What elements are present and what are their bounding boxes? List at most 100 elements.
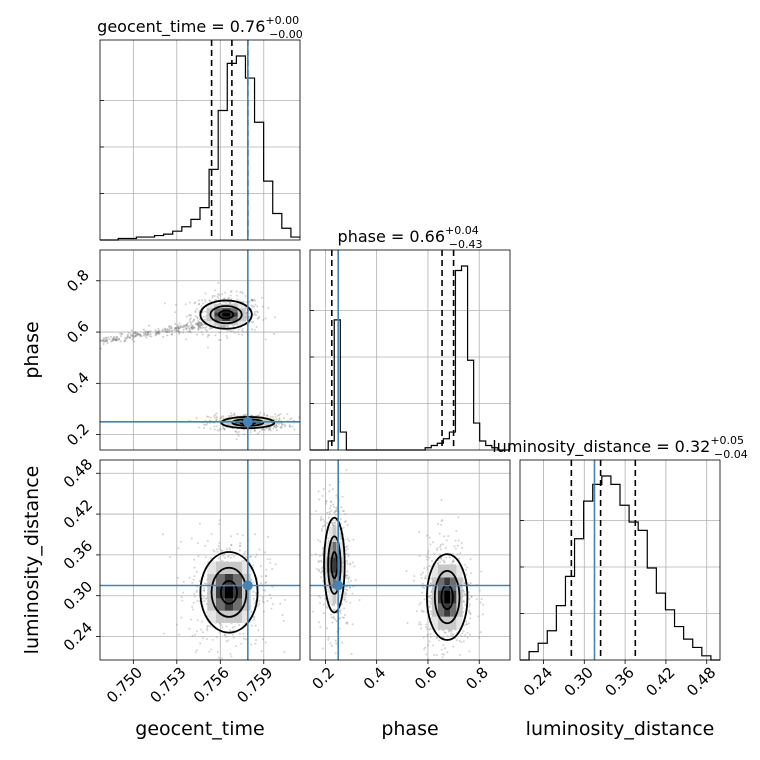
sample-point (214, 413, 217, 416)
sample-point (230, 289, 233, 292)
sample-point (195, 590, 198, 593)
sample-point (243, 414, 246, 417)
sample-point (218, 557, 221, 560)
sample-point (258, 602, 261, 605)
sample-point (238, 545, 241, 548)
sample-point (447, 686, 449, 688)
sample-point (156, 332, 159, 335)
sample-point (468, 650, 471, 653)
sample-point (164, 328, 167, 331)
sample-point (335, 620, 338, 623)
sample-point (185, 328, 188, 331)
sample-point (204, 292, 207, 295)
sample-point (146, 333, 149, 336)
sample-point (188, 328, 191, 331)
sample-point (320, 516, 323, 519)
sample-point (168, 328, 171, 331)
sample-point (230, 544, 233, 547)
sample-point (318, 568, 321, 571)
sample-point (187, 325, 190, 328)
sample-point (234, 645, 237, 648)
sample-point (209, 625, 212, 628)
sample-point (239, 632, 242, 635)
sample-point (115, 339, 118, 342)
sample-point (127, 335, 130, 338)
sample-point (426, 566, 429, 569)
sample-point (185, 315, 188, 318)
sample-point (133, 331, 136, 334)
sample-point (335, 506, 338, 509)
sample-point (265, 580, 268, 583)
sample-point (259, 565, 262, 568)
panel-plot-area (100, 460, 300, 660)
sample-point (193, 595, 196, 598)
sample-point (426, 568, 429, 571)
sample-point (464, 564, 467, 567)
x-axis-label-luminosity_distance: luminosity_distance (526, 718, 715, 740)
sample-point (196, 619, 199, 622)
sample-point (132, 331, 135, 334)
sample-point (251, 299, 254, 302)
sample-point (204, 424, 207, 427)
sample-point (222, 297, 225, 300)
sample-point (265, 414, 268, 417)
sample-point (202, 302, 205, 305)
sample-point (181, 326, 184, 329)
sample-point (321, 566, 324, 569)
sample-point (272, 427, 275, 430)
sample-point (478, 636, 481, 639)
density-cell (207, 610, 216, 623)
contour-line (330, 551, 339, 580)
sample-point (314, 553, 317, 556)
sample-point (319, 601, 322, 604)
sample-point (194, 315, 197, 318)
sample-point (163, 327, 166, 330)
contour-line (327, 535, 342, 595)
sample-point (342, 616, 345, 619)
sample-point (461, 547, 464, 550)
sample-point (229, 290, 232, 293)
sample-point (134, 332, 137, 335)
sample-point (418, 623, 421, 626)
y-axis-label-phase: phase (21, 321, 43, 378)
sample-point (148, 324, 151, 327)
sample-point (451, 634, 454, 637)
panel-frame (309, 459, 511, 661)
sample-point (441, 656, 444, 659)
sample-point (145, 333, 148, 336)
sample-point (269, 561, 272, 564)
sample-point (198, 326, 201, 329)
sample-point (197, 327, 200, 330)
sample-point (193, 566, 196, 569)
density-cell (325, 541, 330, 558)
density-cell (431, 564, 438, 578)
sample-point (191, 608, 194, 611)
sample-point (213, 425, 216, 428)
sample-point (195, 649, 198, 652)
sample-point (332, 668, 334, 670)
sample-point (345, 621, 348, 624)
density-cell (332, 572, 337, 589)
sample-point (264, 317, 267, 320)
y-tick-label: 0.2 (63, 420, 93, 450)
density-cell (214, 303, 223, 309)
sample-point (216, 650, 219, 653)
sample-point (220, 427, 223, 430)
sample-point (477, 615, 480, 618)
sample-point (344, 591, 347, 594)
sample-point (188, 576, 191, 579)
sample-point (332, 503, 335, 506)
sample-point (465, 620, 468, 623)
sample-point (180, 326, 183, 329)
sample-point (100, 339, 103, 342)
sample-point (319, 519, 322, 522)
sample-point (279, 426, 282, 429)
sample-point (158, 332, 161, 335)
sample-point (128, 336, 131, 339)
sample-point (250, 304, 253, 307)
sample-point (206, 335, 209, 338)
sample-point (253, 312, 256, 315)
sample-point (131, 334, 134, 337)
sample-point (237, 330, 240, 333)
sample-point (197, 319, 200, 322)
